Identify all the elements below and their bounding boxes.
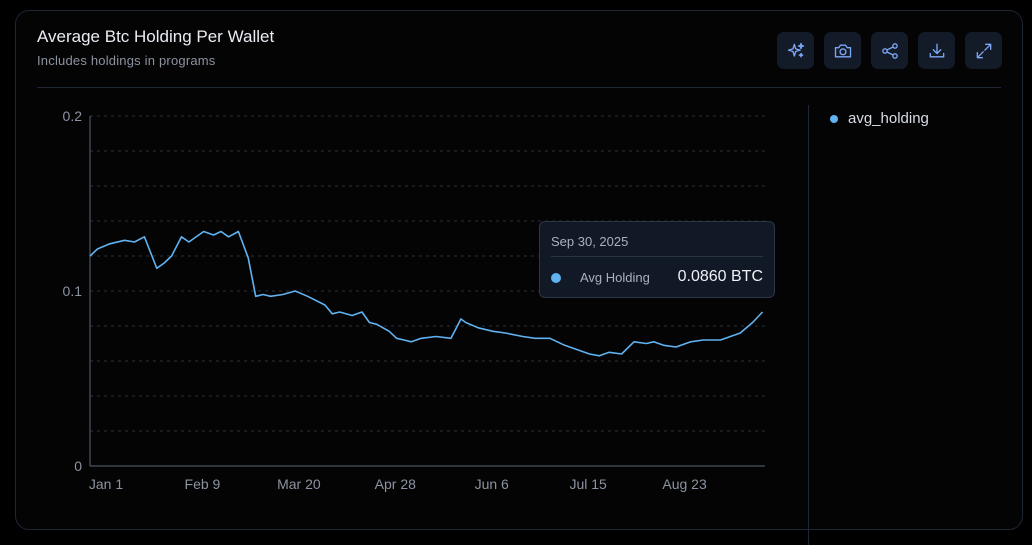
sparkle-icon (787, 42, 804, 57)
screenshot-button[interactable] (824, 32, 861, 69)
y-tick-label: 0.1 (63, 283, 83, 299)
tooltip-series-name: Avg Holding (580, 270, 650, 285)
x-tick-label: Feb 9 (185, 476, 221, 492)
y-tick-label: 0 (74, 458, 82, 474)
x-tick-label: Mar 20 (277, 476, 321, 492)
fullscreen-button[interactable] (965, 32, 1002, 69)
ai-insights-button[interactable] (777, 32, 814, 69)
tooltip-date: Sep 30, 2025 (551, 234, 629, 249)
x-tick-label: Jan 1 (89, 476, 123, 492)
chart-tooltip: Sep 30, 2025 Avg Holding 0.0860 BTC (539, 221, 775, 298)
tooltip-value: 0.0860 BTC (677, 268, 763, 285)
x-tick-label: Jun 6 (475, 476, 509, 492)
x-tick-label: Apr 28 (375, 476, 416, 492)
series-line-avg-holding[interactable] (89, 230, 764, 357)
download-icon (929, 43, 944, 57)
camera-icon (834, 44, 851, 57)
chart-subtitle: Includes holdings in programs (37, 53, 216, 68)
line-chart[interactable]: 0 0.1 0.2 Jan 1 Feb 9 Mar 20 Apr 28 Jun 6 Jul 15… (0, 0, 1032, 507)
tooltip-series-dot (551, 273, 561, 283)
tooltip-divider (551, 256, 763, 257)
x-tick-label: Aug 23 (662, 476, 707, 492)
legend-label-avg-holding: avg_holding (848, 110, 929, 127)
expand-icon (976, 43, 991, 58)
legend-dot-avg-holding (830, 114, 838, 123)
chart-card: Average Btc Holding Per Wallet Includes … (15, 10, 1023, 545)
chart-legend[interactable]: avg_holding (830, 110, 929, 127)
x-tick-label: Jul 15 (569, 476, 607, 492)
legend-divider (808, 105, 809, 545)
y-tick-label: 0.2 (63, 108, 83, 124)
download-button[interactable] (918, 32, 955, 69)
share-icon (881, 42, 898, 59)
header-divider (37, 87, 1001, 88)
share-button[interactable] (871, 32, 908, 69)
chart-title: Average Btc Holding Per Wallet (37, 27, 275, 46)
chart-toolbar (777, 32, 1002, 69)
